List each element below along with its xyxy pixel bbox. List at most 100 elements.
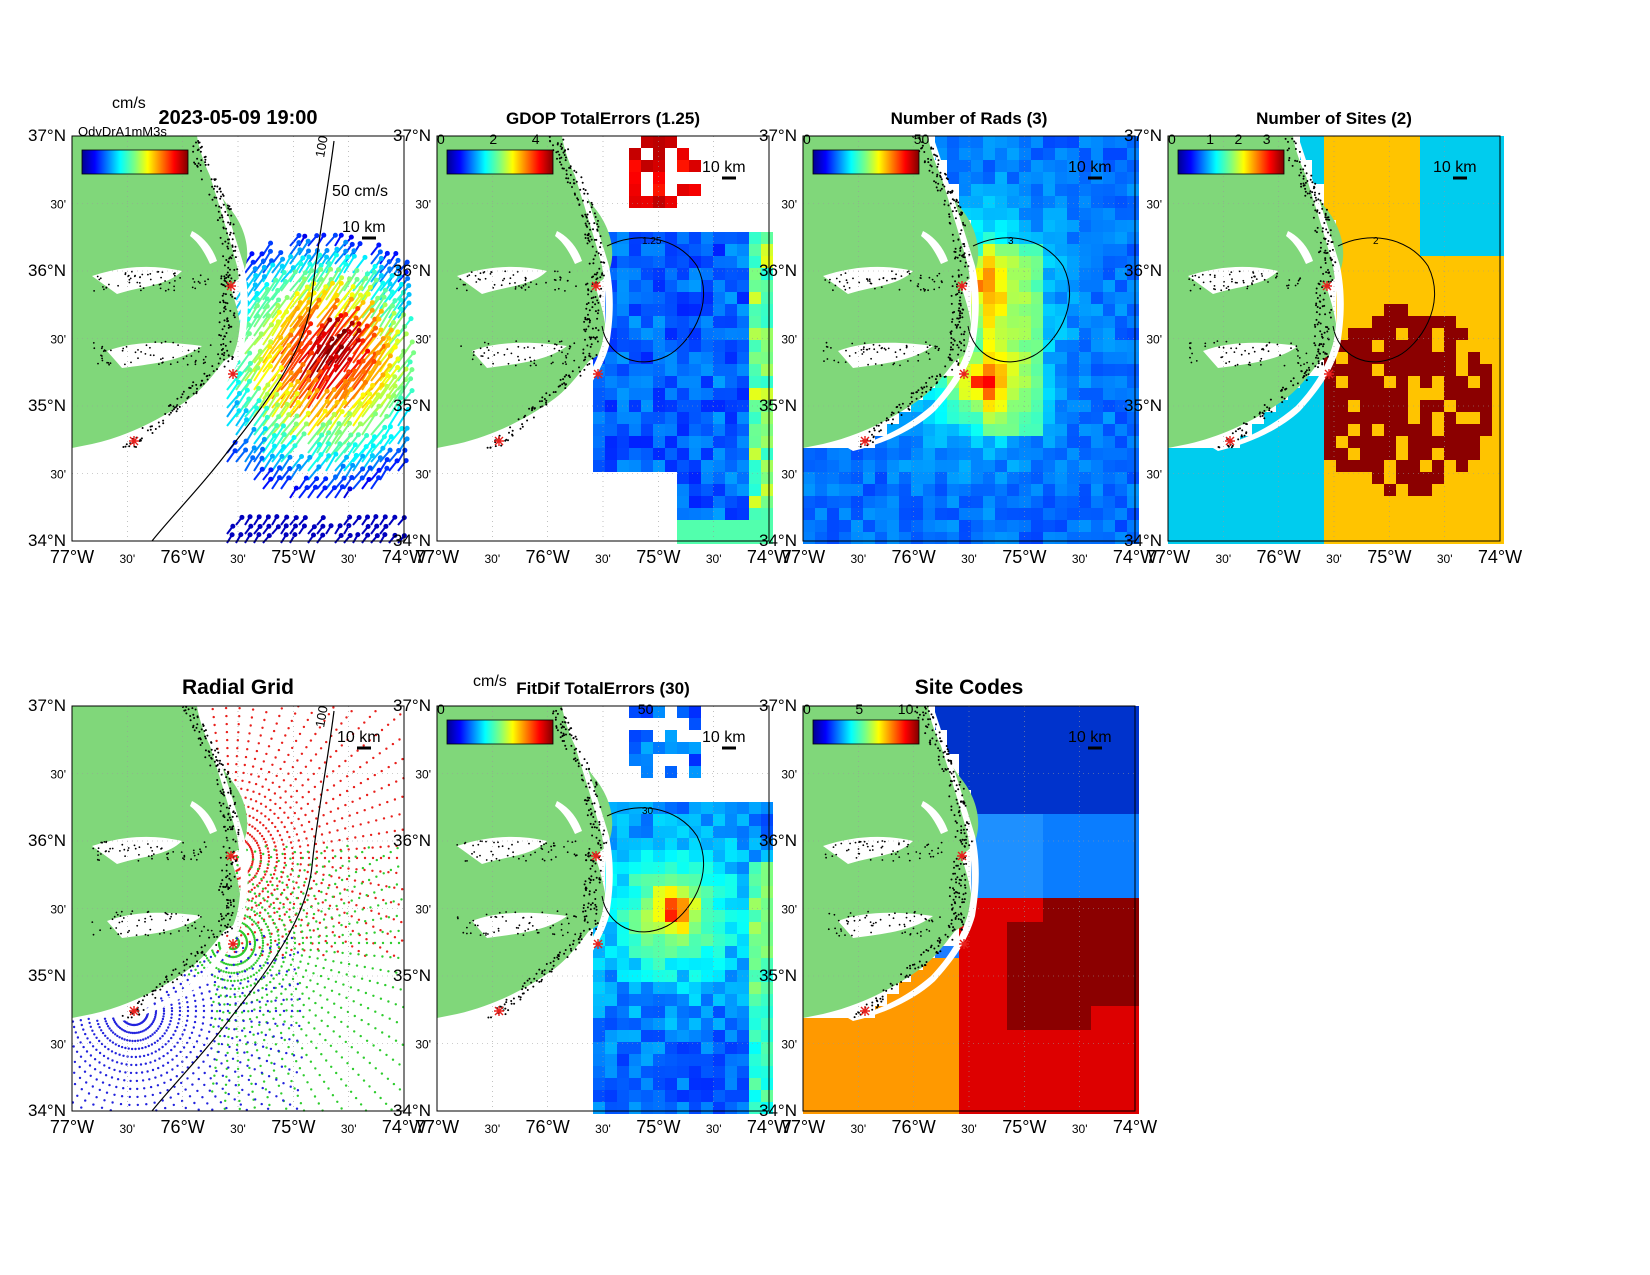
lat-tick-label: 30' [781, 468, 797, 482]
lon-tick-label: 76°W [161, 547, 205, 567]
colorbar-tick-label: 1 [1206, 131, 1214, 147]
colorbar-tick-label: 0 [437, 131, 445, 147]
radar-site-marker [860, 1006, 870, 1016]
map-frame [71, 705, 405, 1112]
lat-tick-label: 37°N [28, 126, 66, 145]
coastline-dots [92, 140, 241, 448]
lat-tick-label: 34°N [28, 1101, 66, 1120]
lat-tick-label: 30' [1146, 468, 1162, 482]
lon-tick-label: 30' [1072, 1122, 1088, 1136]
lat-tick-label: 30' [50, 768, 66, 782]
lat-tick-label: 35°N [759, 966, 797, 985]
svg-text:10 km: 10 km [1433, 159, 1477, 176]
contour-label: 30 [642, 806, 654, 817]
lon-tick-label: 74°W [382, 547, 426, 567]
coastline-dots [824, 706, 973, 1019]
lat-tick-label: 30' [1146, 333, 1162, 347]
axis-labels: 37°N 30' 36°N 30' 35°N 30' 34°N77°W 30' 76°W 30' 7… [1124, 126, 1522, 567]
error-contour [967, 237, 1070, 363]
lon-tick-label: 30' [595, 1122, 611, 1136]
lat-tick-label: 37°N [393, 126, 431, 145]
lat-tick-label: 30' [781, 768, 797, 782]
coastline-dots [822, 136, 971, 448]
lat-tick-label: 34°N [1124, 531, 1162, 550]
colorbar-tick-label: 2 [489, 131, 497, 147]
lat-tick-label: 30' [50, 198, 66, 212]
axis-labels: 37°N 30' 36°N 30' 35°N 30' 34°N77°W 30' 76°W 30' 7… [393, 126, 791, 567]
map-area [803, 706, 1139, 1114]
colorbar [81, 149, 189, 175]
panel-title: 2023-05-09 19:00 [158, 107, 317, 129]
radar-site-marker [591, 851, 601, 861]
panel-title: GDOP TotalErrors (1.25) [506, 109, 700, 128]
lon-tick-label: 30' [851, 552, 867, 566]
lon-tick-label: 30' [1437, 552, 1453, 566]
panel-title: FitDif TotalErrors (30) [516, 679, 689, 698]
lat-tick-label: 35°N [28, 396, 66, 415]
radar-site-marker [1324, 369, 1334, 379]
lon-tick-label: 77°W [50, 1117, 94, 1137]
lon-tick-label: 76°W [161, 1117, 205, 1137]
map-frame [71, 135, 405, 542]
contour-label: 1.25 [642, 236, 662, 247]
radar-site-marker [129, 436, 139, 446]
axis-labels: 37°N 30' 36°N 30' 35°N 30' 34°N77°W 30' 76°W 30' 7… [759, 696, 1157, 1137]
radar-site-marker [959, 369, 969, 379]
radar-site-marker [591, 281, 601, 291]
lat-tick-label: 30' [50, 1038, 66, 1052]
radar-site-marker [226, 281, 236, 291]
coastline-dots [1188, 137, 1337, 449]
radar-site-marker [228, 369, 238, 379]
radar-site-marker [860, 436, 870, 446]
colorbar-tick-label: 10 [898, 701, 914, 717]
lat-tick-label: 36°N [28, 831, 66, 850]
lon-tick-label: 30' [706, 1122, 722, 1136]
graticule [72, 136, 404, 541]
colorbar-tick-label: 0 [437, 701, 445, 717]
lon-tick-label: 30' [485, 1122, 501, 1136]
panel-title: Radial Grid [182, 676, 294, 699]
lat-tick-label: 34°N [28, 531, 66, 550]
map-area: 1.25 [437, 136, 773, 544]
colorbar-tick-label: 0 [1168, 131, 1176, 147]
lat-tick-label: 30' [781, 1038, 797, 1052]
lat-tick-label: 37°N [759, 126, 797, 145]
colorbar: 0 50 [803, 131, 929, 175]
colorbar-tick-label: 50 [638, 701, 654, 717]
graticule [1168, 136, 1500, 541]
lon-tick-label: 76°W [892, 547, 936, 567]
panel-radgrid: Radial Grid 100 10 km 37°N 30' 36°N 30' 35°N 30'… [28, 676, 426, 1137]
lon-tick-label: 75°W [636, 547, 680, 567]
coastline-dots [456, 136, 606, 449]
lat-tick-label: 37°N [393, 696, 431, 715]
graticule [437, 706, 769, 1111]
lon-tick-label: 30' [120, 1122, 136, 1136]
lon-tick-label: 77°W [781, 1117, 825, 1137]
contour-label: 2 [1373, 236, 1379, 247]
panel-title: Number of Sites (2) [1256, 109, 1412, 128]
svg-text:10 km: 10 km [702, 159, 746, 176]
panel-currents: 2023-05-09 19:00 100 cm/s OdvDrA1mM3s 50 cm/… [28, 95, 426, 567]
map-frame [436, 705, 770, 1112]
panel-nsites: Number of Sites (2) 2 0 1 2 3 10 km 37°N 30' 36°N… [1124, 109, 1522, 567]
lon-tick-label: 76°W [526, 547, 570, 567]
vector-scale-label: 50 cm/s [332, 183, 388, 200]
colorbar-unit: cm/s [112, 95, 146, 112]
lat-tick-label: 30' [415, 903, 431, 917]
coastline-dots [456, 707, 608, 1019]
radar-site-marker [593, 369, 603, 379]
lon-tick-label: 75°W [1367, 547, 1411, 567]
colorbar: 0 2 4 [437, 131, 554, 175]
lon-tick-label: 77°W [781, 547, 825, 567]
lat-tick-label: 36°N [1124, 261, 1162, 280]
lon-tick-label: 75°W [1002, 1117, 1046, 1137]
data-field [803, 136, 1139, 544]
lon-tick-label: 74°W [747, 547, 791, 567]
map-frame [1167, 135, 1501, 542]
lat-tick-label: 30' [50, 903, 66, 917]
lon-tick-label: 30' [1326, 552, 1342, 566]
map-area: 100 [72, 706, 405, 1112]
lat-tick-label: 30' [415, 768, 431, 782]
